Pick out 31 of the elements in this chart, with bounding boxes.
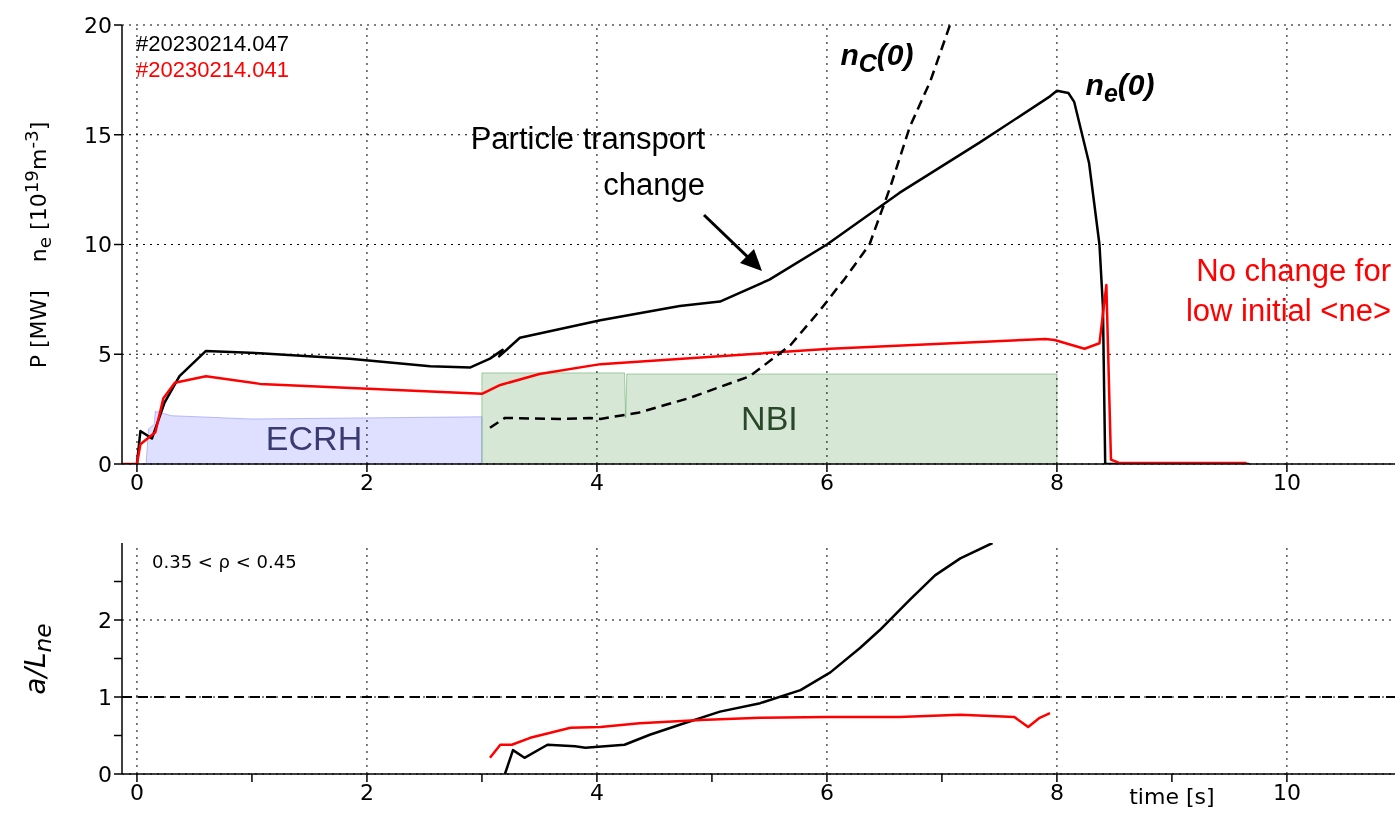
y-tick-label: 5	[98, 342, 112, 368]
x-tick-label: 0	[129, 779, 144, 805]
annotation: n$_{e}$(0)	[1084, 67, 1156, 109]
annotation: No change for low initial <ne>	[1184, 252, 1391, 331]
x-tick-label: 4	[589, 779, 604, 805]
x-tick-label: 2	[359, 469, 374, 495]
series-label: ECRH	[264, 417, 364, 458]
x-tick-label: 10	[1272, 779, 1301, 805]
x-tick-label: 0	[129, 469, 144, 495]
series-label: NBI	[740, 398, 799, 439]
x-tick-label: 6	[819, 779, 834, 805]
y-tick-label: 0	[98, 761, 112, 787]
y-tick-label: 1	[98, 684, 112, 710]
text: #20230214.047	[136, 31, 289, 57]
text: #20230214.041	[136, 57, 289, 83]
annotation: Particle transport change	[469, 120, 705, 204]
y-tick-label: 15	[84, 122, 112, 148]
line-series	[488, 711, 1052, 760]
y-tick-label: 10	[84, 232, 112, 258]
x-tick-label: 8	[1049, 779, 1064, 805]
x-tick-label: 10	[1272, 469, 1301, 495]
x-tick-label: 4	[589, 469, 604, 495]
y-tick-label: 2	[98, 607, 112, 633]
annotation: n$_{C}$(0)	[839, 37, 915, 79]
x-tick-label: 6	[819, 469, 834, 495]
y-tick-label: 20	[84, 12, 112, 38]
x-tick-label: 8	[1049, 469, 1064, 495]
x-axis-title: time [s]	[1128, 784, 1216, 809]
annotation: 0.35 < ρ < 0.45	[152, 551, 297, 572]
y-tick-label: 0	[98, 451, 112, 477]
x-tick-label: 2	[359, 779, 374, 805]
